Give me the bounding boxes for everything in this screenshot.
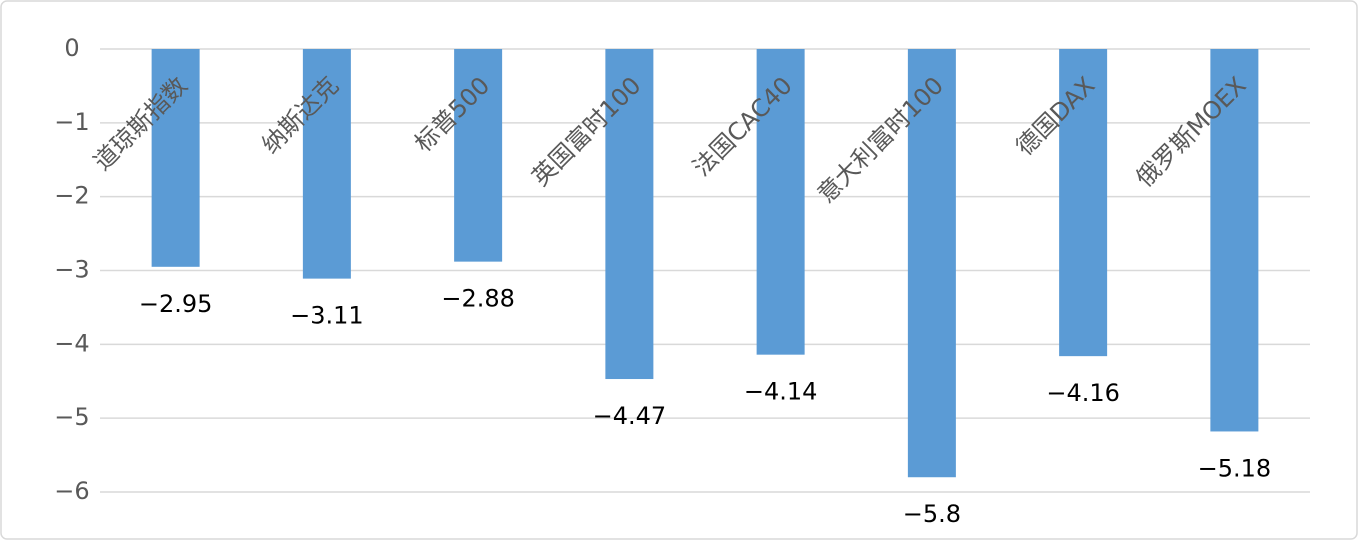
bar	[1059, 49, 1108, 357]
value-label: −5.8	[903, 500, 961, 528]
bar	[151, 49, 200, 267]
bar	[1210, 49, 1259, 432]
y-tick-label: −4	[54, 329, 89, 357]
value-label: −2.88	[441, 285, 515, 313]
value-label: −5.18	[1198, 454, 1272, 482]
bar	[454, 49, 503, 262]
value-label: −3.11	[290, 302, 364, 330]
bar	[756, 49, 805, 355]
y-tick-label: 0	[64, 34, 79, 62]
y-tick-label: −1	[54, 108, 89, 136]
y-tick-label: −2	[54, 182, 89, 210]
value-label: −4.47	[593, 402, 667, 430]
bar	[907, 49, 956, 478]
y-tick-label: −3	[54, 256, 89, 284]
value-label: −2.95	[139, 290, 213, 318]
value-label: −4.14	[744, 378, 818, 406]
value-label: −4.16	[1046, 379, 1120, 407]
y-tick-label: −5	[54, 403, 89, 431]
bar	[302, 49, 351, 279]
y-tick-label: −6	[54, 477, 89, 505]
bar	[605, 49, 654, 380]
